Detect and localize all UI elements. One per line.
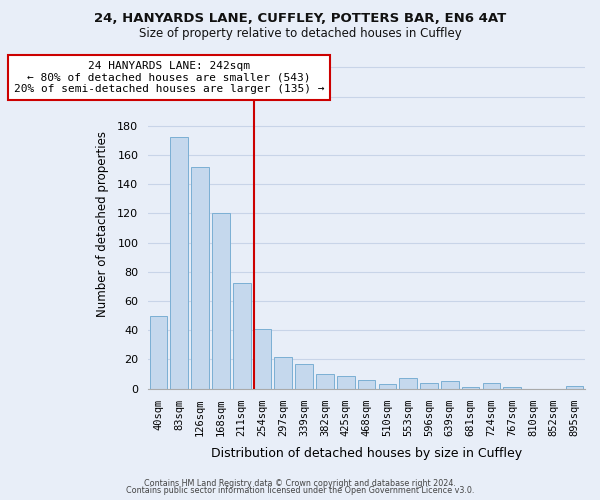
Bar	[191, 166, 209, 388]
Text: 24, HANYARDS LANE, CUFFLEY, POTTERS BAR, EN6 4AT: 24, HANYARDS LANE, CUFFLEY, POTTERS BAR,…	[94, 12, 506, 26]
Bar	[149, 316, 167, 388]
Bar	[316, 374, 334, 388]
Bar	[566, 386, 583, 388]
Bar	[254, 329, 271, 388]
Bar	[379, 384, 396, 388]
Bar	[482, 383, 500, 388]
Bar	[212, 214, 230, 388]
Bar	[503, 387, 521, 388]
Bar	[337, 376, 355, 388]
Bar	[274, 356, 292, 388]
Bar	[295, 364, 313, 388]
Bar	[420, 383, 438, 388]
Bar	[358, 380, 376, 388]
Text: Contains HM Land Registry data © Crown copyright and database right 2024.: Contains HM Land Registry data © Crown c…	[144, 478, 456, 488]
Bar	[233, 284, 251, 389]
Bar	[462, 387, 479, 388]
X-axis label: Distribution of detached houses by size in Cuffley: Distribution of detached houses by size …	[211, 447, 522, 460]
Text: 24 HANYARDS LANE: 242sqm
← 80% of detached houses are smaller (543)
20% of semi-: 24 HANYARDS LANE: 242sqm ← 80% of detach…	[14, 61, 324, 94]
Text: Size of property relative to detached houses in Cuffley: Size of property relative to detached ho…	[139, 28, 461, 40]
Text: Contains public sector information licensed under the Open Government Licence v3: Contains public sector information licen…	[126, 486, 474, 495]
Y-axis label: Number of detached properties: Number of detached properties	[96, 132, 109, 318]
Bar	[170, 138, 188, 388]
Bar	[441, 382, 458, 388]
Bar	[400, 378, 417, 388]
